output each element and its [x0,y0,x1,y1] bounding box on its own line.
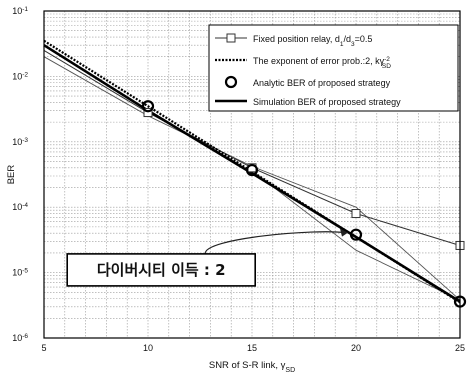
legend-label-simulation: Simulation BER of proposed strategy [253,97,401,107]
y-tick-label: 10-4 [12,202,28,213]
x-tick-label: 25 [455,343,465,353]
legend-label-exponent: The exponent of error prob.:2, kγ-2 SD [253,56,391,70]
plot-frame [43,10,461,339]
auxiliary-curve [251,170,461,301]
y-axis-label: BER [6,165,17,185]
diversity-gain-annotation: 다이버시티 이득 : 2 [66,228,348,287]
x-tick-label: 5 [41,343,46,353]
legend-box [208,24,459,112]
tick-labels: 5 10 15 20 25 10-1 10-2 10-3 10-4 10-5 10-6 [12,6,465,354]
marker-circle [245,163,259,177]
annotation-text: 다이버시티 이득 : 2 [97,261,226,279]
y-tick-label: 10-2 [12,71,28,82]
annotation-arrowhead [340,228,348,237]
y-tick-label: 10-6 [12,333,28,344]
legend-label-analytic: Analytic BER of proposed strategy [253,78,391,88]
annotation-box [66,253,256,287]
legend-label-fixed-relay: Fixed position relay, d1/d3=0.5 [253,34,372,48]
x-tick-label: 15 [247,343,257,353]
y-tick-label: 10-1 [12,6,28,17]
marker-circle [349,228,363,241]
y-tick-label: 10-3 [12,136,28,147]
curves [43,39,467,308]
x-tick-label: 10 [143,343,153,353]
legend-marker-circle [224,75,238,89]
legend: Fixed position relay, d1/d3=0.5 The expo… [208,24,459,112]
x-tick-label: 20 [351,343,361,353]
marker-square [143,108,153,118]
legend-marker-square [226,33,236,43]
series-simulation-line [43,44,461,303]
y-tick-label: 10-5 [12,267,28,278]
marker-circle [141,100,155,113]
x-axis-label: SNR of S-R link, γSD [209,360,295,374]
marker-square [351,209,361,219]
annotation-arrow [204,231,345,255]
